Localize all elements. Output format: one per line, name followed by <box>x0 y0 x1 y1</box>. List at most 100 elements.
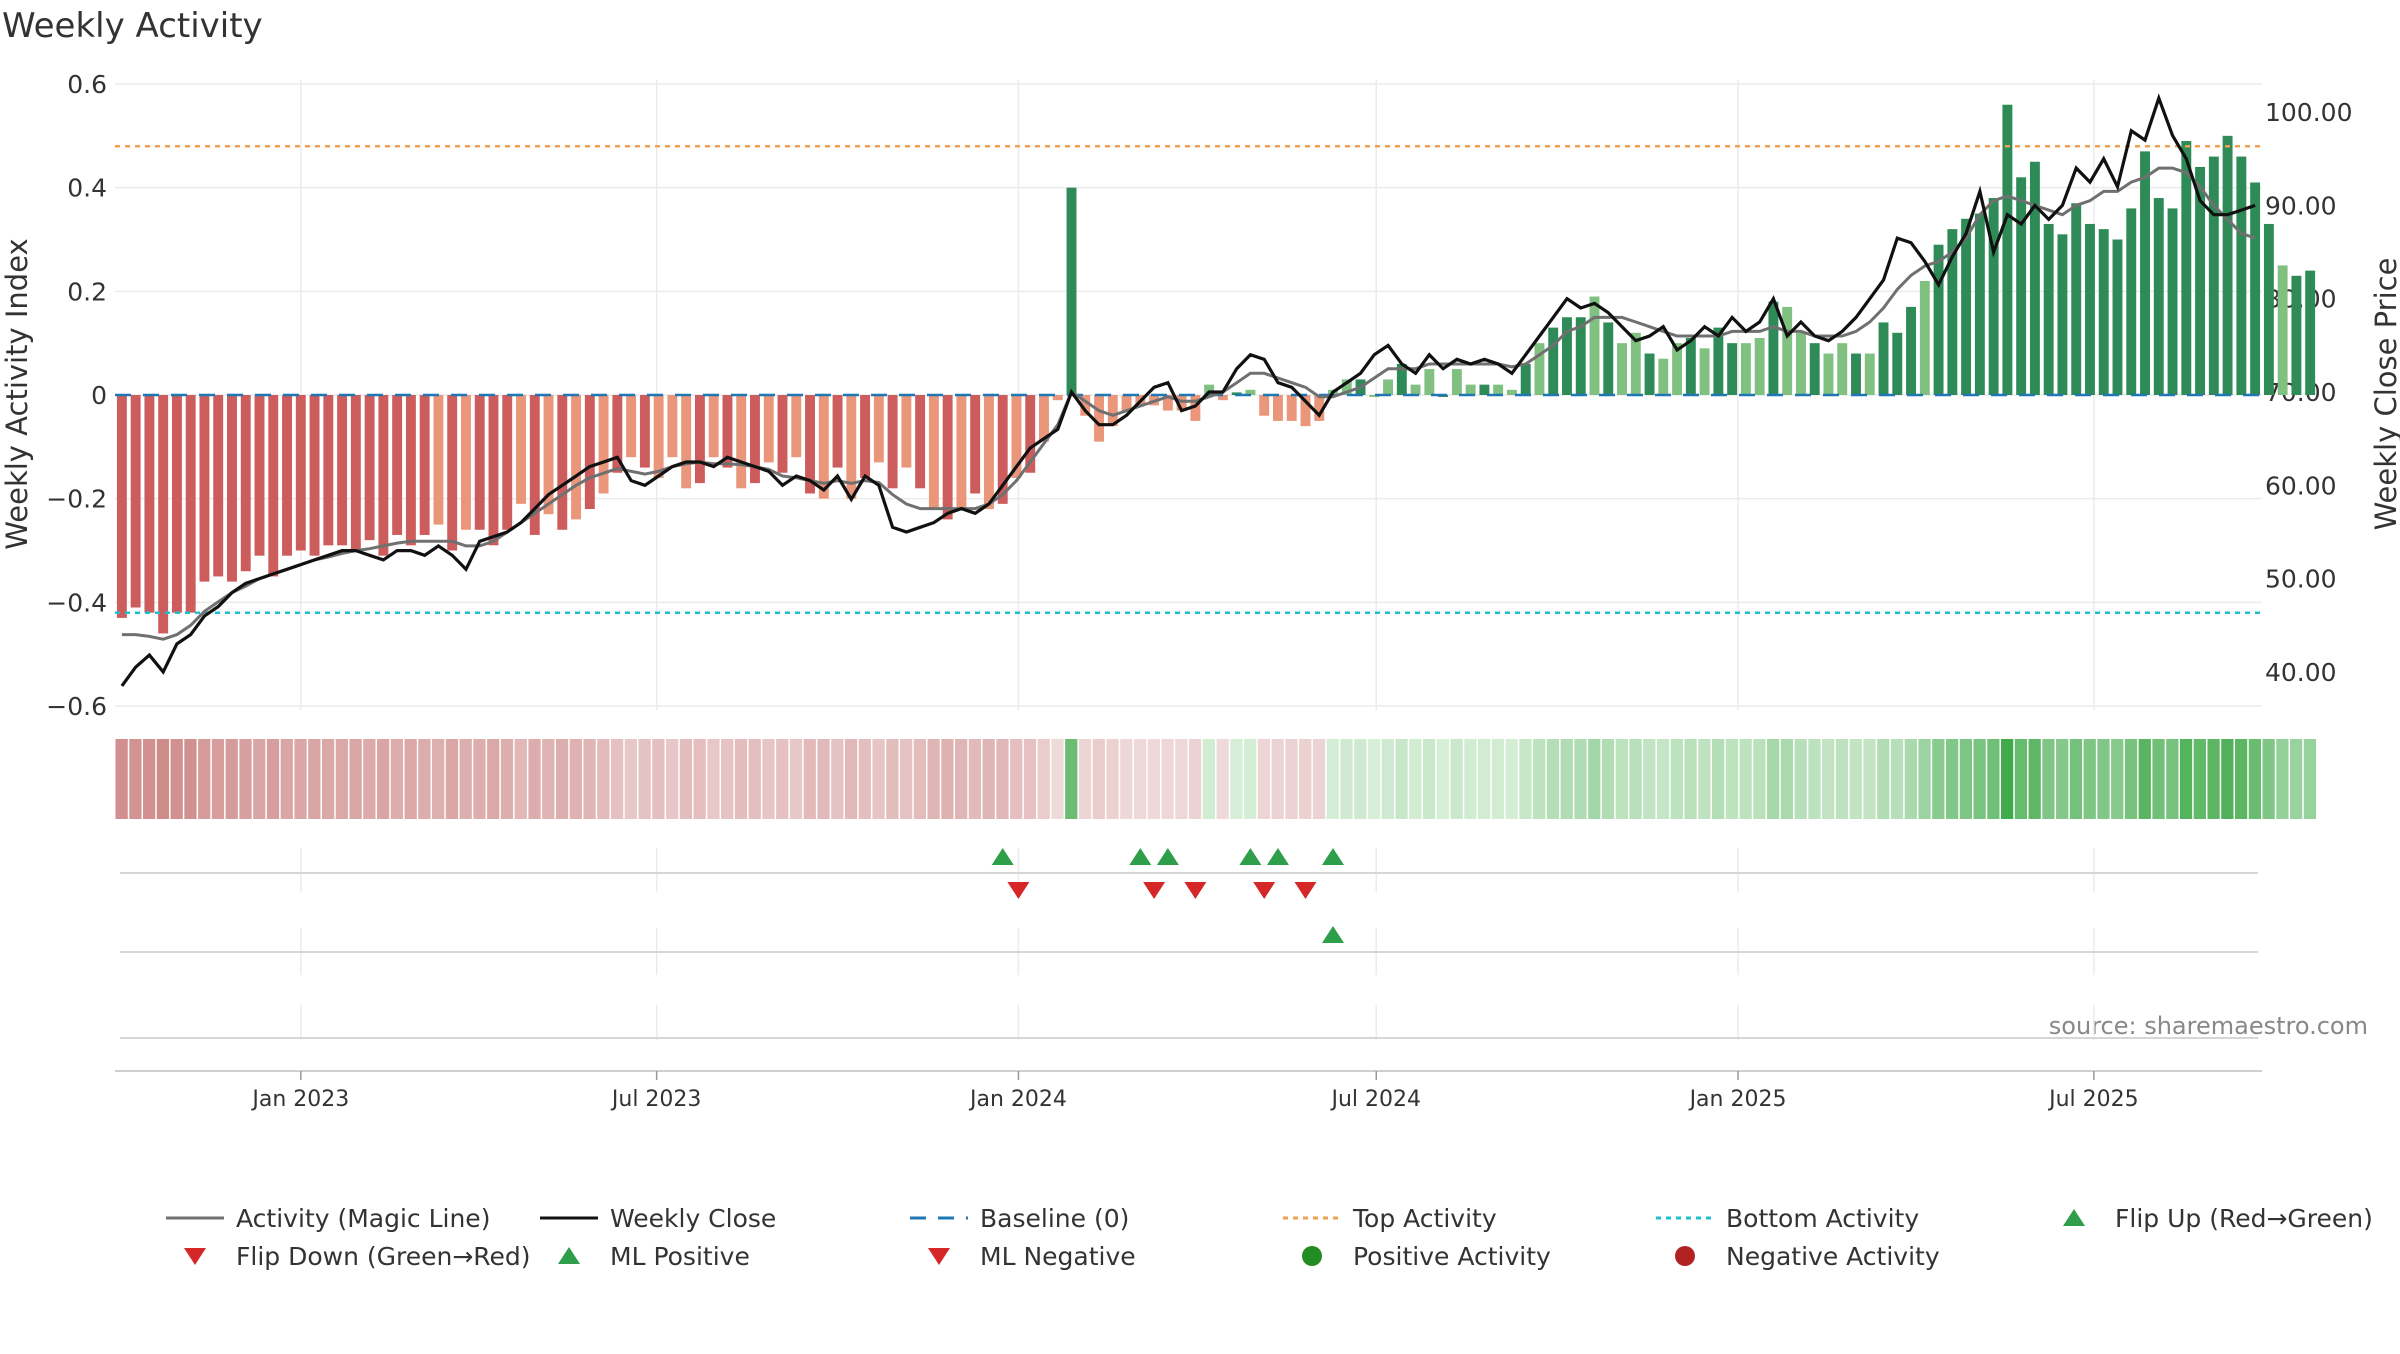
activity-bar-134 <box>1961 218 1972 395</box>
heat-cell-85 <box>1285 739 1298 819</box>
activity-bar-14 <box>309 395 320 556</box>
heat-cell-137 <box>2001 739 2014 819</box>
heat-cell-113 <box>1670 739 1683 819</box>
activity-bar-149 <box>2167 208 2178 395</box>
legend-item-10: Negative Activity <box>1675 1242 1940 1271</box>
heat-cell-74 <box>1133 739 1147 819</box>
heat-cell-22 <box>418 739 431 819</box>
heat-cell-142 <box>2069 739 2083 819</box>
legend-label-8: ML Negative <box>980 1242 1136 1271</box>
heat-cell-37 <box>624 739 637 819</box>
activity-bar-18 <box>364 395 375 541</box>
activity-bar-144 <box>2098 229 2109 395</box>
activity-bar-9 <box>240 395 251 572</box>
heat-cell-147 <box>2138 739 2151 819</box>
activity-bar-17 <box>350 395 361 551</box>
legend-swatch-6 <box>184 1248 206 1265</box>
heat-cell-77 <box>1175 739 1188 819</box>
activity-bar-37 <box>626 395 637 458</box>
activity-bar-65 <box>1011 395 1022 478</box>
heat-cell-5 <box>184 739 197 819</box>
heat-cell-95 <box>1422 739 1436 819</box>
heat-cell-13 <box>294 739 307 819</box>
heat-cell-82 <box>1244 739 1257 819</box>
activity-bar-119 <box>1754 337 1765 395</box>
activity-bar-129 <box>1892 332 1903 395</box>
heat-cell-45 <box>734 739 748 819</box>
activity-bar-81 <box>1231 392 1242 395</box>
x-tick-label-0: Jan 2023 <box>250 1087 349 1112</box>
left-axis-ticks: 0.6 0.4 0.2 0 −0.2 −0.4 −0.6 <box>46 70 107 721</box>
activity-bar-57 <box>901 395 912 468</box>
activity-bar-10 <box>254 395 265 556</box>
activity-bar-78 <box>1190 395 1201 421</box>
activity-bar-111 <box>1644 353 1655 395</box>
heat-cell-107 <box>1588 739 1601 819</box>
activity-bars <box>116 104 2316 634</box>
activity-bar-146 <box>2126 208 2137 395</box>
heat-cell-14 <box>308 739 321 819</box>
heat-cell-103 <box>1533 739 1546 819</box>
heat-cell-134 <box>1959 739 1972 819</box>
heat-cell-138 <box>2014 739 2028 819</box>
x-tick-label-2: Jan 2024 <box>968 1087 1067 1112</box>
activity-bar-84 <box>1273 395 1283 421</box>
activity-bar-112 <box>1658 358 1669 395</box>
activity-bar-41 <box>681 395 692 489</box>
heat-cell-41 <box>679 739 693 819</box>
heat-cell-42 <box>693 739 706 819</box>
activity-bar-26 <box>474 395 485 530</box>
activity-bar-24 <box>447 395 458 551</box>
activity-bar-30 <box>529 395 540 535</box>
heat-cell-89 <box>1340 739 1353 819</box>
activity-bar-16 <box>337 395 348 546</box>
reference-lines <box>115 144 2262 614</box>
heat-cell-29 <box>514 739 527 819</box>
heat-cell-116 <box>1711 739 1725 819</box>
flip-up-marker-5 <box>1322 848 1345 865</box>
heat-cell-110 <box>1629 739 1642 819</box>
heat-cell-83 <box>1257 739 1271 819</box>
activity-bar-104 <box>1548 327 1559 395</box>
activity-bar-157 <box>2277 265 2288 395</box>
heat-cell-19 <box>376 739 390 819</box>
grid-lines <box>115 80 2262 1040</box>
activity-bar-139 <box>2029 161 2040 395</box>
y-axis-label-left: Weekly Activity Index <box>0 238 34 549</box>
activity-bar-49 <box>791 395 802 458</box>
activity-bar-102 <box>1520 363 1531 395</box>
heat-cell-0 <box>115 739 128 819</box>
heat-cell-69 <box>1065 739 1078 819</box>
heat-cell-16 <box>335 739 348 819</box>
activity-bar-110 <box>1630 332 1641 395</box>
legend-label-9: Positive Activity <box>1353 1242 1551 1271</box>
heat-cell-136 <box>1987 739 2000 819</box>
activity-bar-61 <box>956 395 967 510</box>
activity-bar-127 <box>1864 353 1875 395</box>
activity-bar-58 <box>915 395 926 489</box>
heat-cell-73 <box>1120 739 1133 819</box>
heat-cell-148 <box>2152 739 2165 819</box>
heat-cell-4 <box>170 739 183 819</box>
signal-markers <box>120 848 2258 1039</box>
heat-cell-140 <box>2042 739 2055 819</box>
activity-bar-46 <box>750 395 760 484</box>
heat-cell-130 <box>1904 739 1917 819</box>
heat-cell-25 <box>459 739 472 819</box>
heat-cell-18 <box>363 739 376 819</box>
activity-bar-108 <box>1603 322 1614 395</box>
legend-swatch-9 <box>1302 1246 1322 1266</box>
heat-cell-52 <box>831 739 844 819</box>
legend-item-2: Baseline (0) <box>910 1204 1129 1233</box>
legend-label-0: Activity (Magic Line) <box>236 1204 490 1233</box>
activity-bar-151 <box>2195 166 2206 395</box>
heat-cell-58 <box>913 739 927 819</box>
heat-cell-145 <box>2111 739 2124 819</box>
activity-bar-6 <box>199 395 210 582</box>
flip-down-marker-2 <box>1184 882 1207 899</box>
heat-cell-24 <box>445 739 459 819</box>
flip-down-marker-0 <box>1007 882 1030 899</box>
heat-cell-109 <box>1615 739 1628 819</box>
activity-bar-59 <box>928 395 939 510</box>
legend-swatch-7 <box>558 1247 580 1264</box>
